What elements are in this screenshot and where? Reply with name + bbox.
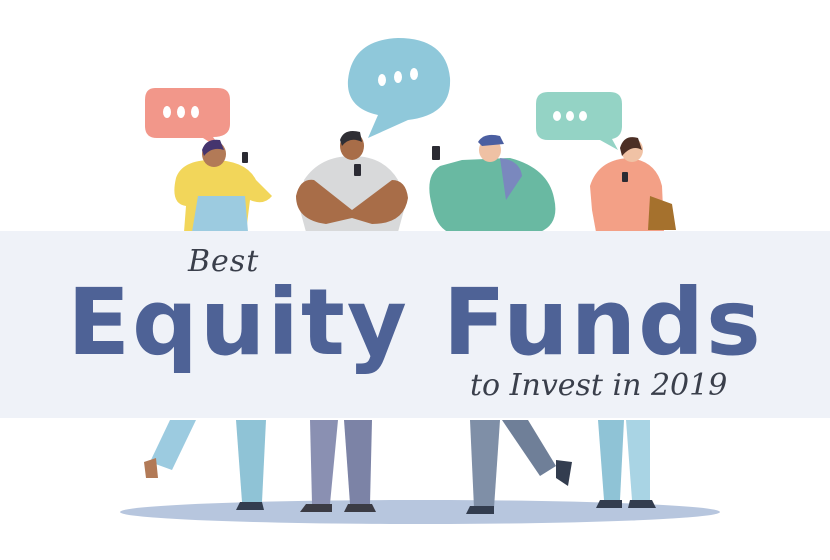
title-banner	[0, 231, 830, 418]
woman-yellow-top	[144, 139, 272, 510]
speech-bubble-icon	[536, 92, 622, 150]
smartphone-icon	[242, 152, 248, 163]
speech-bubble-icon	[347, 38, 451, 138]
woman-coral-top	[590, 137, 676, 508]
man-green-hoodie	[429, 134, 572, 514]
banner-pre-title: Best	[188, 244, 260, 279]
smartphone-icon	[432, 146, 440, 160]
smartphone-icon	[354, 164, 361, 176]
banner-title: Equity Funds	[67, 269, 763, 376]
speech-bubble-icon	[145, 88, 230, 150]
banner-subtitle: to Invest in 2019	[470, 368, 728, 403]
ground-shadow	[120, 500, 720, 524]
man-grey-shirt	[296, 131, 408, 512]
smartphone-icon	[622, 172, 628, 182]
